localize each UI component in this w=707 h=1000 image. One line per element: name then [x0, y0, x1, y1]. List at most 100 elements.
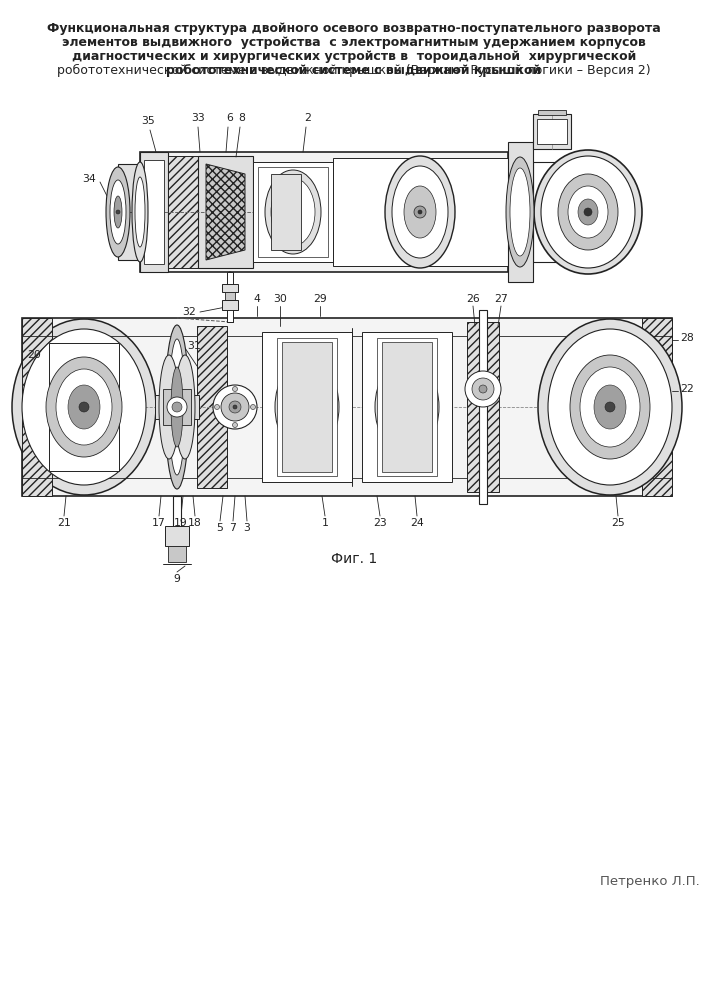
Ellipse shape — [68, 385, 100, 429]
Text: 34: 34 — [82, 174, 96, 184]
Text: 2: 2 — [305, 113, 312, 123]
Ellipse shape — [114, 196, 122, 228]
Bar — [538, 110, 566, 115]
Text: робототехнической системе с выдвижной крышкой: робототехнической системе с выдвижной кр… — [166, 64, 542, 77]
Bar — [222, 300, 238, 310]
Ellipse shape — [594, 385, 626, 429]
Bar — [508, 142, 533, 282]
Ellipse shape — [283, 369, 331, 445]
Ellipse shape — [171, 367, 183, 447]
Bar — [533, 114, 571, 149]
Ellipse shape — [541, 156, 635, 268]
Text: диагностических и хирургических устройств в  тороидальной  хирургической: диагностических и хирургических устройст… — [72, 50, 636, 63]
Bar — [197, 326, 227, 488]
Bar — [49, 343, 119, 471]
Bar — [165, 526, 189, 546]
Bar — [642, 318, 672, 496]
Circle shape — [250, 404, 255, 410]
Bar — [533, 162, 588, 262]
Ellipse shape — [56, 369, 112, 445]
Bar — [479, 310, 487, 504]
Text: 9: 9 — [173, 574, 180, 584]
Bar — [198, 156, 253, 268]
Bar — [155, 395, 199, 419]
Ellipse shape — [375, 359, 439, 455]
Bar — [537, 119, 567, 144]
Ellipse shape — [548, 329, 672, 485]
Bar — [118, 164, 140, 260]
Ellipse shape — [578, 199, 598, 225]
Ellipse shape — [12, 319, 156, 495]
Text: 7: 7 — [230, 523, 236, 533]
Text: 18: 18 — [188, 518, 202, 528]
Circle shape — [605, 402, 615, 412]
Ellipse shape — [110, 180, 126, 244]
Circle shape — [116, 210, 120, 214]
Circle shape — [479, 385, 487, 393]
Circle shape — [233, 386, 238, 391]
Circle shape — [214, 404, 219, 410]
Ellipse shape — [46, 357, 122, 457]
Ellipse shape — [534, 150, 642, 274]
Text: 3: 3 — [244, 523, 250, 533]
Bar — [140, 152, 168, 272]
Polygon shape — [206, 164, 245, 260]
Ellipse shape — [135, 177, 145, 247]
Bar — [163, 389, 191, 425]
Text: 35: 35 — [141, 116, 155, 126]
Circle shape — [213, 385, 257, 429]
Bar — [277, 338, 337, 476]
Text: 26: 26 — [466, 294, 480, 304]
Bar — [225, 292, 235, 300]
Text: 8: 8 — [238, 113, 245, 123]
Ellipse shape — [271, 178, 315, 246]
Text: робототехнической системе с выдвижной крышкой (Вариант Русской логики – Версия 2: робототехнической системе с выдвижной кр… — [57, 64, 651, 77]
Bar — [168, 546, 186, 562]
Ellipse shape — [22, 329, 146, 485]
Text: Функциональная структура двойного осевого возвратно-поступательного разворота: Функциональная структура двойного осевог… — [47, 22, 661, 35]
Circle shape — [465, 371, 501, 407]
Ellipse shape — [392, 166, 448, 258]
Text: 24: 24 — [410, 518, 424, 528]
Ellipse shape — [568, 186, 608, 238]
Circle shape — [584, 208, 592, 216]
Bar — [333, 158, 508, 266]
Ellipse shape — [175, 355, 195, 459]
Bar — [262, 332, 352, 482]
Text: 25: 25 — [611, 518, 625, 528]
Bar — [222, 284, 238, 292]
Bar — [22, 318, 52, 496]
Bar — [271, 174, 301, 250]
Bar — [168, 156, 198, 268]
Text: 5: 5 — [216, 523, 223, 533]
Text: Фиг. 1: Фиг. 1 — [331, 552, 377, 566]
Ellipse shape — [385, 156, 455, 268]
Bar — [362, 332, 452, 482]
Circle shape — [229, 401, 241, 413]
Text: 30: 30 — [273, 294, 287, 304]
Circle shape — [233, 405, 237, 409]
Text: 23: 23 — [373, 518, 387, 528]
Bar — [173, 496, 181, 541]
Ellipse shape — [570, 162, 606, 262]
Ellipse shape — [132, 162, 148, 262]
Bar — [467, 322, 499, 492]
Circle shape — [167, 397, 187, 417]
Ellipse shape — [159, 355, 179, 459]
Text: 4: 4 — [254, 294, 260, 304]
Bar — [22, 318, 672, 496]
Text: Петренко Л.П.: Петренко Л.П. — [600, 875, 700, 888]
Circle shape — [174, 404, 180, 410]
Circle shape — [414, 206, 426, 218]
Text: 33: 33 — [191, 113, 205, 123]
Circle shape — [221, 393, 249, 421]
Text: 22: 22 — [680, 384, 694, 394]
Bar — [382, 342, 432, 472]
Circle shape — [472, 378, 494, 400]
Bar — [258, 167, 328, 257]
Text: 1: 1 — [322, 518, 329, 528]
Text: 32: 32 — [182, 307, 196, 317]
Ellipse shape — [510, 168, 530, 256]
Text: 28: 28 — [680, 333, 694, 343]
Ellipse shape — [570, 355, 650, 459]
